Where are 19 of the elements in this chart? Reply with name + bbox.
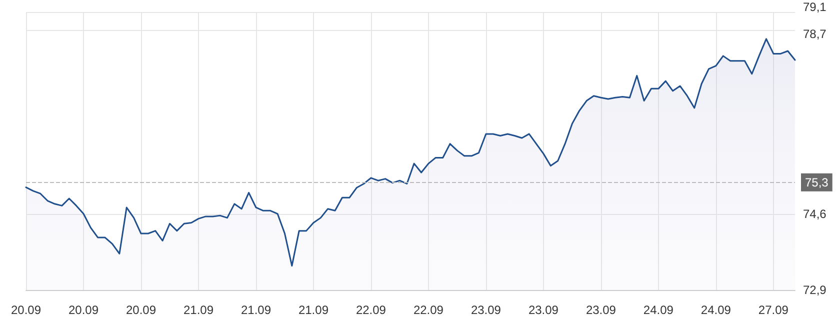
x-tick-label: 20.09 bbox=[126, 303, 156, 317]
x-tick-label: 22.09 bbox=[413, 303, 444, 317]
y-tick-label: 72,9 bbox=[803, 283, 827, 297]
x-tick-label: 23.09 bbox=[528, 303, 559, 317]
x-tick-label: 24.09 bbox=[700, 303, 732, 317]
y-tick-label: 78,7 bbox=[803, 26, 827, 41]
x-tick-label: 20.09 bbox=[68, 303, 99, 317]
x-tick-label: 24.09 bbox=[643, 303, 674, 317]
x-tick-label: 27.09 bbox=[758, 303, 789, 317]
x-tick-label: 20.09 bbox=[10, 303, 42, 317]
x-tick-label: 23.09 bbox=[470, 303, 502, 317]
x-tick-label: 21.09 bbox=[240, 303, 272, 317]
y-tick-label: 79,1 bbox=[803, 0, 827, 14]
x-tick-label: 23.09 bbox=[586, 303, 616, 317]
y-tick-label: 74,6 bbox=[803, 206, 827, 221]
ref-line-label: 75,3 bbox=[805, 175, 829, 190]
x-tick-label: 22.09 bbox=[356, 303, 386, 317]
x-tick-label: 21.09 bbox=[183, 303, 214, 317]
x-tick-label: 21.09 bbox=[298, 303, 329, 317]
